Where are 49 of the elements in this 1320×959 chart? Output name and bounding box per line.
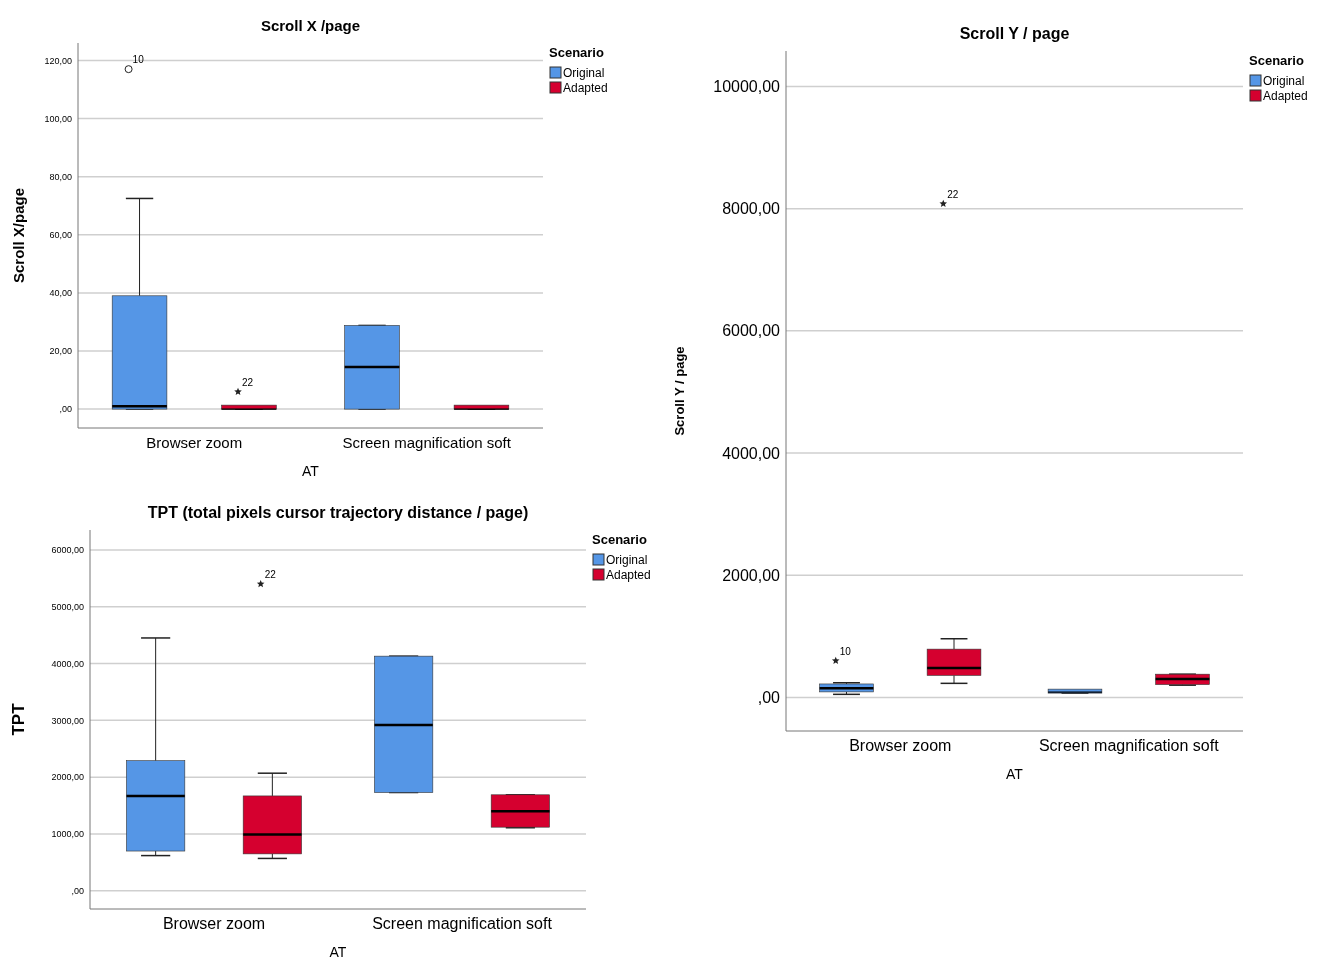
annotation: 10 [839,645,852,657]
y-tick-label: ,00 [71,885,84,896]
legend-label: Adapted [1263,89,1308,103]
y-tick-label: 40,00 [49,288,72,299]
legend-label: Adapted [563,81,608,95]
y-axis-title: Scroll Y / page [672,346,687,436]
y-tick-label: 5000,00 [51,601,84,612]
x-tick-label: Browser zoom [162,915,266,932]
annotation: 22 [947,188,959,200]
x-tick-label: Browser zoom [146,434,243,451]
y-tick-label: ,00 [757,689,781,706]
y-tick-label: 4000,00 [51,658,84,669]
annotation: 22 [264,568,277,580]
legend-label: Original [1263,74,1305,88]
y-tick-label: 8000,00 [722,200,781,218]
legend-title: Scenario [1249,53,1304,68]
y-tick-label: 6000,00 [722,322,781,340]
x-tick-label: Screen magnification soft [372,915,553,932]
y-tick-label: 60,00 [49,229,72,240]
x-axis-title: AT [1006,766,1024,782]
x-axis-title: AT [329,944,347,959]
x-tick-label: Screen magnification soft [342,434,512,451]
legend-label: Original [606,553,648,567]
y-tick-label: 80,00 [49,171,72,182]
y-axis-title: TPT [9,702,28,736]
y-tick-label: 100,00 [44,113,72,124]
annotation: 22 [242,376,254,388]
legend-title: Scenario [549,45,604,60]
y-tick-label: 20,00 [49,346,72,357]
legend-label: Original [563,66,605,80]
x-tick-label: Screen magnification soft [1038,737,1220,754]
chart-title: Scroll X /page [260,17,361,34]
y-tick-label: 120,00 [44,55,72,66]
legend-label: Adapted [606,568,651,582]
y-tick-label: ,00 [59,404,72,415]
y-tick-label: 4000,00 [722,444,781,462]
y-tick-label: 3000,00 [51,715,84,726]
chart-title: TPT (total pixels cursor trajectory distance / page) [147,504,529,521]
y-tick-label: 2000,00 [51,772,84,783]
y-tick-label: 6000,00 [51,545,84,556]
y-tick-label: 1000,00 [51,829,84,840]
x-axis-title: AT [302,463,320,479]
legend-title: Scenario [592,532,647,547]
y-tick-label: 2000,00 [722,566,781,584]
y-tick-label: 10000,00 [713,78,781,96]
y-axis-title: Scroll X/page [10,187,27,284]
chart-title: Scroll Y / page [959,25,1070,42]
annotation: 10 [132,54,145,66]
x-tick-label: Browser zoom [849,737,952,754]
